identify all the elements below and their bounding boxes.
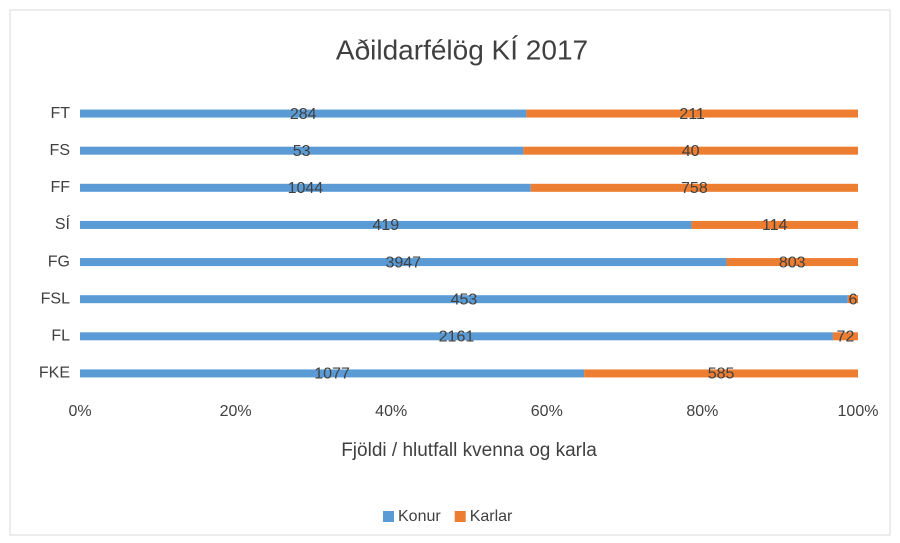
bar-segment — [80, 109, 527, 118]
data-label: 453 — [451, 291, 478, 308]
bar-segment — [80, 146, 524, 155]
chart-title: Aðildarfélög KÍ 2017 — [336, 34, 588, 65]
bar-segment — [530, 183, 858, 192]
data-label: 114 — [762, 217, 788, 234]
bar-segment — [847, 295, 858, 304]
x-tick-label: 60% — [531, 403, 563, 420]
data-label: 211 — [679, 106, 705, 123]
legend-swatch — [454, 511, 466, 522]
legend-swatch — [383, 511, 394, 522]
data-label: 284 — [290, 106, 317, 123]
data-label: 2161 — [439, 329, 475, 346]
y-tick-label: SÍ — [55, 214, 71, 233]
bar-segment — [832, 332, 858, 341]
x-tick-label: 0% — [68, 403, 91, 420]
y-tick-label: FKE — [39, 365, 70, 382]
data-label: 758 — [681, 180, 708, 197]
legend-label: Karlar — [470, 508, 513, 525]
y-tick-label: FG — [48, 253, 70, 270]
data-label: 803 — [779, 254, 806, 271]
y-tick-label: FL — [51, 328, 70, 345]
data-label: 72 — [837, 329, 855, 346]
bar-segment — [726, 258, 858, 267]
data-label: 419 — [372, 217, 399, 234]
y-tick-label: FSL — [41, 290, 70, 307]
legend-label: Konur — [398, 508, 441, 525]
data-label: 6 — [848, 291, 857, 308]
x-tick-label: 80% — [686, 403, 718, 420]
y-tick-label: FT — [50, 105, 70, 122]
bar-segment — [523, 146, 858, 155]
data-label: 1077 — [314, 366, 350, 383]
data-label: 585 — [708, 366, 735, 383]
bar-segment — [80, 369, 585, 378]
chart-border — [9, 9, 891, 536]
data-label: 40 — [682, 143, 700, 160]
data-label: 1044 — [288, 180, 324, 197]
bar-segment — [80, 183, 531, 192]
x-tick-label: 40% — [375, 403, 407, 420]
bar-segment — [80, 220, 692, 229]
data-label: 3947 — [385, 254, 421, 271]
bar-segment — [691, 220, 858, 229]
bar-segment — [80, 332, 833, 341]
x-axis-title: Fjöldi / hlutfall kvenna og karla — [341, 440, 597, 461]
y-tick-label: FF — [50, 179, 70, 196]
bar-segment — [80, 258, 727, 267]
bar-segment — [584, 369, 858, 378]
x-tick-label: 20% — [220, 403, 252, 420]
bar-segment — [526, 109, 858, 118]
bar-segment — [80, 295, 848, 304]
data-label: 53 — [293, 143, 311, 160]
y-tick-label: FS — [50, 142, 70, 159]
x-tick-label: 100% — [838, 403, 879, 420]
